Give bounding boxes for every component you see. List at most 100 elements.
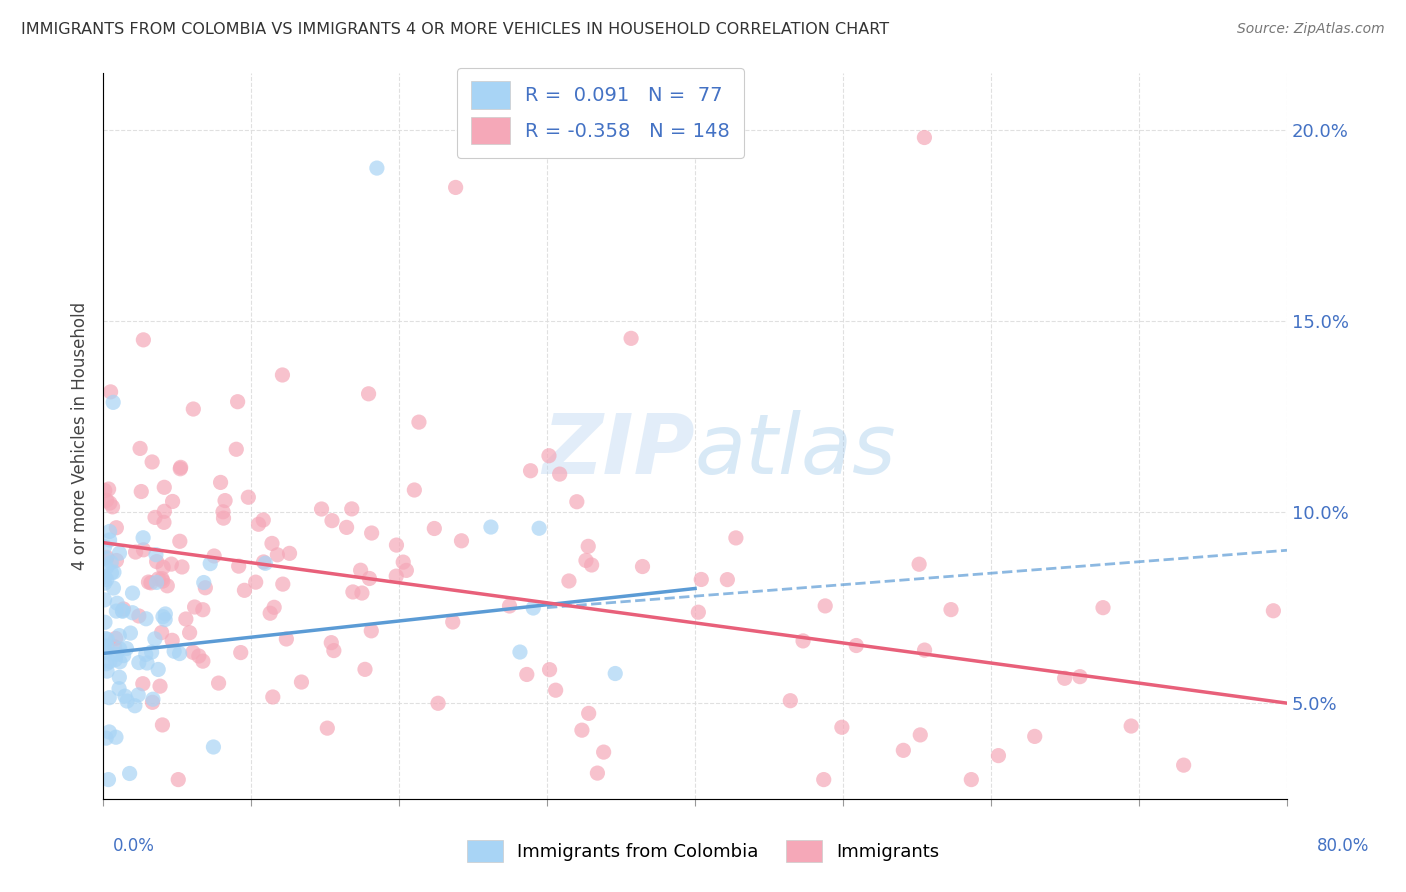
Point — [404, 483, 426, 497]
Point — [408, 415, 430, 429]
Point — [571, 723, 593, 738]
Point — [544, 683, 567, 698]
Point — [101, 500, 124, 514]
Point — [1069, 670, 1091, 684]
Point — [105, 647, 128, 661]
Point — [94, 632, 117, 646]
Point — [120, 626, 142, 640]
Point — [575, 553, 598, 567]
Point — [441, 615, 464, 629]
Point — [121, 586, 143, 600]
Point — [316, 721, 339, 735]
Point — [366, 161, 388, 175]
Point — [212, 511, 235, 525]
Legend: R =  0.091   N =  77, R = -0.358   N = 148: R = 0.091 N = 77, R = -0.358 N = 148 — [457, 68, 744, 158]
Point — [152, 609, 174, 624]
Point — [912, 130, 935, 145]
Point — [145, 575, 167, 590]
Point — [100, 566, 122, 580]
Point — [129, 442, 152, 456]
Point — [152, 574, 174, 588]
Point — [94, 551, 117, 566]
Point — [93, 540, 115, 554]
Point — [103, 565, 125, 579]
Point — [96, 657, 118, 671]
Point — [104, 730, 127, 744]
Text: Source: ZipAtlas.com: Source: ZipAtlas.com — [1237, 22, 1385, 37]
Point — [98, 496, 121, 510]
Point — [620, 331, 643, 345]
Point — [135, 612, 157, 626]
Point — [96, 560, 118, 574]
Point — [605, 666, 627, 681]
Point — [115, 641, 138, 656]
Point — [105, 596, 128, 610]
Point — [169, 647, 191, 661]
Point — [191, 603, 214, 617]
Point — [209, 475, 232, 490]
Point — [143, 632, 166, 646]
Point — [148, 663, 170, 677]
Point — [94, 615, 117, 630]
Point — [96, 550, 118, 565]
Point — [152, 560, 174, 574]
Point — [96, 632, 118, 647]
Point — [97, 482, 120, 496]
Point — [145, 548, 167, 562]
Point — [260, 536, 283, 550]
Point — [576, 539, 599, 553]
Point — [336, 520, 359, 534]
Point — [1121, 719, 1143, 733]
Point — [155, 607, 177, 621]
Text: ZIP: ZIP — [543, 409, 695, 491]
Point — [1092, 600, 1115, 615]
Point — [96, 493, 118, 508]
Point — [349, 563, 371, 577]
Point — [179, 625, 201, 640]
Point — [167, 772, 190, 787]
Point — [252, 513, 274, 527]
Point — [202, 549, 225, 563]
Point — [522, 601, 544, 615]
Point — [779, 694, 801, 708]
Point — [128, 656, 150, 670]
Point — [537, 449, 560, 463]
Point — [150, 625, 173, 640]
Point — [94, 731, 117, 745]
Point — [1263, 604, 1285, 618]
Point — [160, 633, 183, 648]
Point — [108, 629, 131, 643]
Point — [104, 640, 127, 654]
Point — [690, 573, 713, 587]
Point — [108, 546, 131, 560]
Point — [169, 534, 191, 549]
Point — [724, 531, 747, 545]
Point — [350, 586, 373, 600]
Point — [519, 464, 541, 478]
Point — [149, 679, 172, 693]
Point — [527, 521, 550, 535]
Point — [98, 655, 121, 669]
Point — [118, 766, 141, 780]
Point — [908, 558, 931, 572]
Text: 0.0%: 0.0% — [112, 837, 155, 855]
Point — [238, 490, 260, 504]
Point — [129, 484, 152, 499]
Point — [271, 577, 294, 591]
Point — [939, 602, 962, 616]
Point — [141, 645, 163, 659]
Point — [108, 655, 131, 669]
Point — [960, 772, 983, 787]
Point — [586, 766, 609, 780]
Point — [98, 524, 121, 539]
Point — [202, 739, 225, 754]
Point — [427, 696, 450, 710]
Point — [247, 517, 270, 532]
Point — [688, 605, 710, 619]
Point — [141, 455, 163, 469]
Point — [96, 573, 118, 587]
Point — [479, 520, 502, 534]
Point — [444, 180, 467, 194]
Point — [271, 368, 294, 382]
Point — [187, 648, 209, 663]
